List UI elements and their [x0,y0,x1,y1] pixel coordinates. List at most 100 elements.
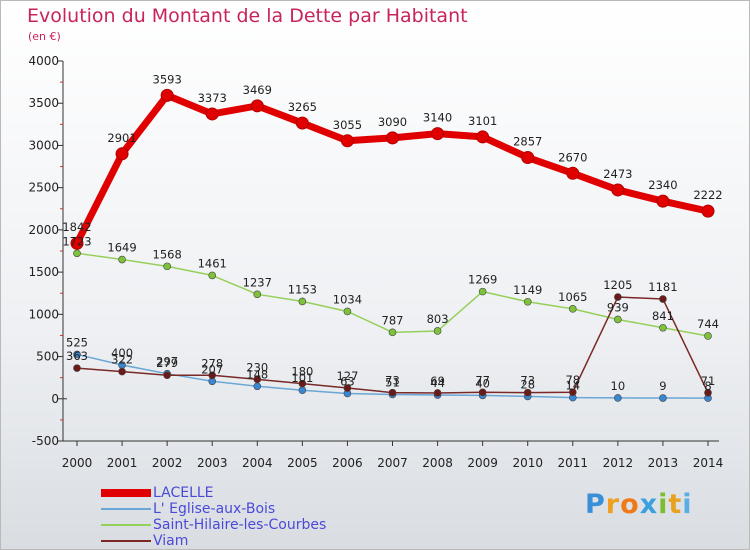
y-tick-label: 4000 [28,54,59,68]
data-point [115,147,129,161]
data-point [523,297,532,306]
data-label: 14 [565,379,580,393]
series-layer [70,88,715,402]
data-label: 322 [111,353,133,367]
x-tick-label: 2005 [287,456,318,470]
x-tick-label: 2003 [197,456,228,470]
data-point [614,394,622,402]
x-tick-label: 2006 [332,456,363,470]
data-point [433,327,442,335]
x-tick-label: 2002 [152,456,183,470]
data-label: 69 [430,374,445,388]
data-label: 2473 [603,167,632,181]
data-point [298,386,307,395]
data-label: 71 [701,374,716,388]
data-label: 297 [156,355,178,369]
data-label: 40 [475,376,490,390]
data-point [704,332,712,340]
data-label: 230 [246,360,268,374]
data-label: 525 [66,335,88,349]
data-label: 3101 [468,114,497,128]
data-label: 1205 [603,278,632,292]
legend-swatch [101,489,151,497]
data-point [253,382,262,391]
legend-label: L' Eglise-aux-Bois [153,501,276,517]
data-label: 1149 [513,283,542,297]
logo-letter: x [639,489,659,520]
logo-letter: r [605,489,621,520]
data-point [614,293,622,301]
data-label: 279 [156,356,178,370]
data-point [388,388,397,397]
logo-letter: t [668,489,683,520]
data-label: 1153 [288,282,317,296]
x-tick-label: 2008 [422,456,453,470]
data-label: 78 [565,373,580,387]
data-label: 28 [520,377,535,391]
data-point [659,323,667,332]
logo-letter: P [585,489,606,520]
data-point [295,116,309,130]
data-point [253,375,262,384]
data-point [611,183,625,197]
series-3 [73,293,712,397]
logo-letter: i [658,489,669,520]
data-point [73,350,81,359]
x-tick-label: 2014 [693,456,724,470]
data-point [250,99,264,113]
y-tick-label: 2500 [28,181,59,195]
data-point [163,262,171,271]
data-label: 10 [611,379,626,393]
legend-swatch [101,540,151,542]
data-point [163,371,171,380]
x-tick-label: 2007 [377,456,408,470]
data-point [478,287,487,296]
data-point [208,371,217,380]
y-tick-label: 3500 [28,96,59,110]
data-point [656,194,670,208]
data-point [73,249,81,258]
data-label: 63 [340,374,355,388]
data-point [298,297,307,306]
data-label: 787 [382,313,404,327]
labels-layer: 1842 2901 3593 3373 3469 3265 3055 3090 3140 3101… [62,72,722,393]
data-label: 363 [66,349,88,363]
data-point [343,384,352,392]
data-label: 1461 [198,256,227,270]
data-label: 2222 [693,188,722,202]
data-label: 400 [111,346,133,360]
data-label: 1723 [62,234,91,248]
data-label: 2901 [107,131,136,145]
data-label: 77 [475,373,490,387]
data-label: 1269 [468,273,497,287]
data-label: 2857 [513,135,542,149]
logo-letter: o [620,489,640,520]
x-tick-label: 2004 [242,456,273,470]
data-label: 1065 [558,290,587,304]
data-point [659,295,667,303]
data-label: 1181 [648,280,677,294]
data-point [431,127,445,141]
data-point [205,107,219,121]
series-2 [73,249,712,340]
data-point [704,388,712,397]
data-point [298,379,307,388]
data-label: 1034 [333,292,362,306]
data-point [523,388,532,397]
data-label: 841 [652,309,674,323]
data-point [118,255,126,264]
data-point [566,166,580,180]
data-point [73,364,81,372]
chart-unit: (en €) [28,30,61,43]
x-tick-label: 2000 [62,456,93,470]
data-point [568,388,577,396]
data-point [253,290,262,299]
data-label: 3469 [243,83,272,97]
data-label: 51 [385,375,400,389]
y-tick-label: 2000 [28,223,59,237]
data-label: 1568 [153,247,182,261]
chart-title: Evolution du Montant de la Dette par Hab… [27,5,468,27]
x-tick-label: 2011 [558,456,589,470]
data-label: 101 [291,371,313,385]
